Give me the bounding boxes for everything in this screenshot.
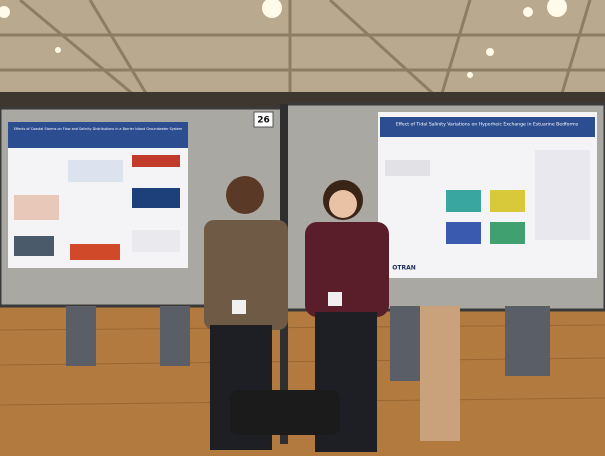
poster-title: Effects of Coastal Storms on Flow and Sa… (14, 127, 183, 131)
sign-number: 26 (257, 116, 270, 126)
bag (230, 390, 340, 435)
ceiling-beams (0, 0, 605, 102)
ceiling (0, 0, 605, 105)
poster-logo: OTRAN (392, 265, 415, 272)
sign (253, 111, 274, 128)
poster-header (380, 117, 595, 137)
background-person (420, 306, 460, 441)
poster-figures (14, 155, 180, 260)
poster-title: Effect of Tidal Salinity Variations on H… (396, 122, 579, 128)
ceiling-lights (0, 0, 567, 106)
poster-figures (385, 150, 590, 244)
poster-header (8, 122, 188, 148)
background-people (66, 306, 550, 381)
